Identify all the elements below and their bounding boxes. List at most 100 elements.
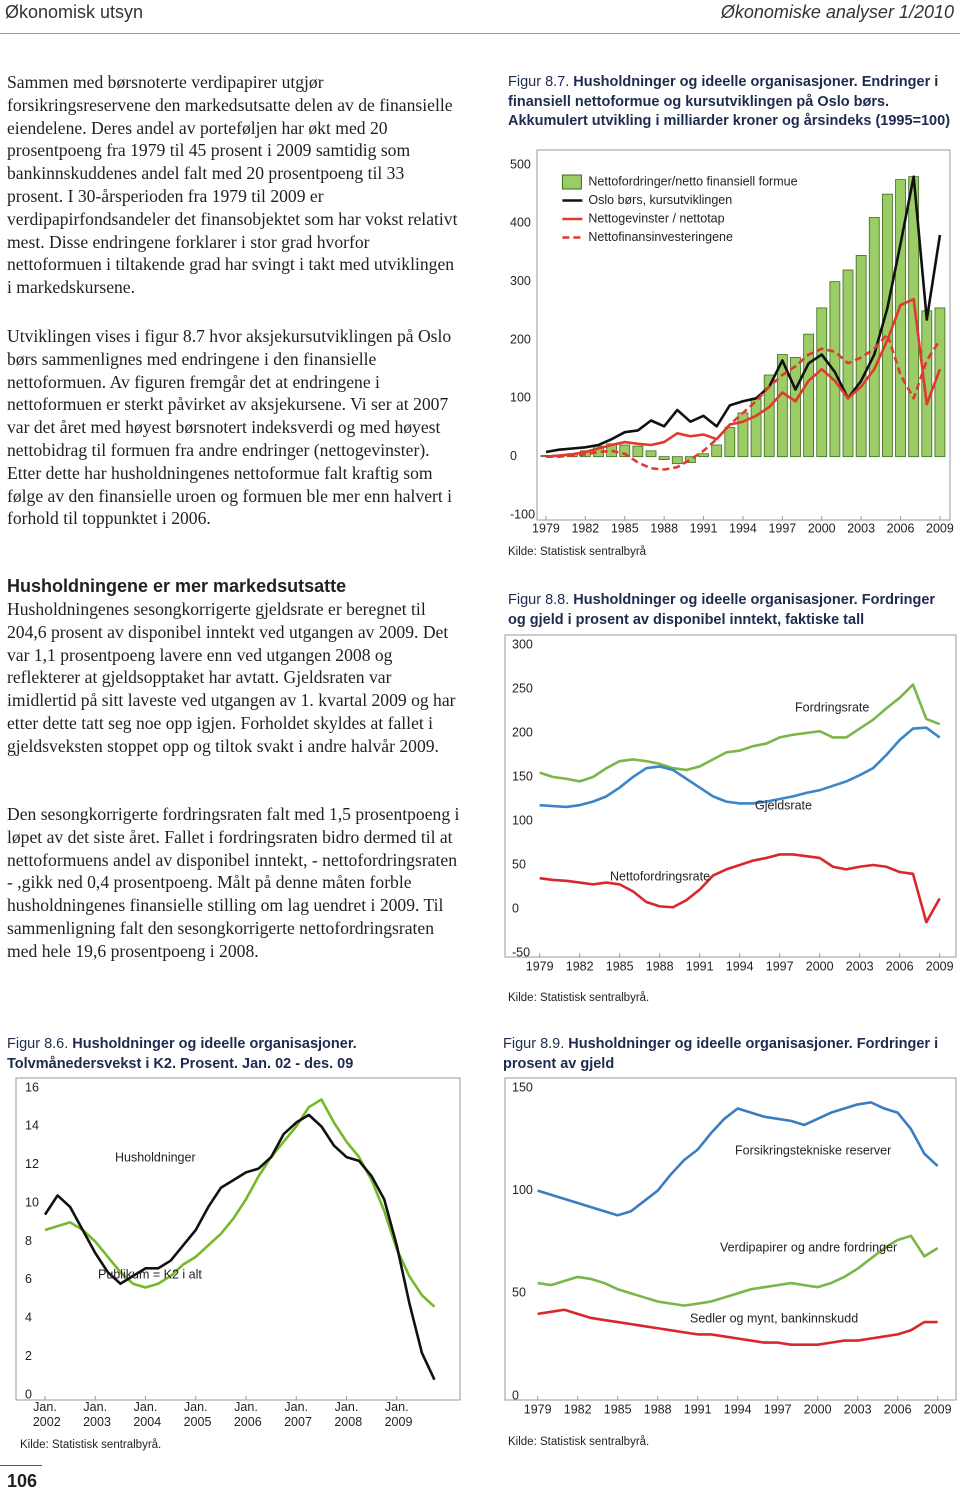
y-tick-label: 50 [512,857,526,871]
y-tick-label: 0 [512,901,519,915]
y-tick-label: 14 [25,1119,39,1133]
line [537,1234,939,1307]
legend-label: Nettofinansinvesteringene [588,230,733,244]
y-tick-label: 50 [512,1286,526,1300]
x-tick-label: 2006 [884,1402,912,1416]
x-tick-label: 2009 [926,521,954,535]
bar [803,333,815,458]
y-tick-label: 16 [25,1080,39,1094]
bar [698,453,709,458]
x-tick-label: Jan. 2005 [180,1400,211,1429]
y-tick-label: 6 [25,1272,32,1286]
plot-frame [504,1077,957,1401]
x-tick-label: 2006 [887,521,915,535]
caption: Figur 8.6. Husholdninger og ideelle orga… [7,1035,457,1074]
x-tick-label: 2009 [924,1402,952,1416]
series-label: Gjeldsrate [755,798,812,812]
x-tick-label: 2000 [806,959,834,973]
series-label: Sedler og mynt, bankinnskudd [690,1311,858,1325]
x-tick-label: 1997 [768,521,796,535]
y-tick-label: 4 [25,1311,32,1325]
x-tick-label: 1988 [650,521,678,535]
x-tick-label: 1994 [726,959,754,973]
paragraph: Den sesongkorrigerte fordringsraten falt… [7,804,460,961]
y-tick-label: 150 [512,1080,533,1094]
chart: -50 0 50 100 150 200 250 300 1979 1982 1985 1988 199… [504,634,957,1004]
header-rule [0,33,960,34]
paragraph: Husholdningenes sesongkorrigerte gjeldsr… [7,599,456,756]
series-label: Husholdninger [115,1150,196,1164]
y-tick-label: 300 [512,637,533,651]
y-tick-label: 100 [512,1183,533,1197]
y-tick-label: 8 [25,1234,32,1248]
chart: 0 2 4 6 8 10 12 14 16 Jan. 2002 Jan. 2003 Jan. 2004… [15,1077,461,1451]
line [539,853,941,924]
x-tick-label: 1997 [764,1402,792,1416]
x-tick-label: 1985 [606,959,634,973]
bar [776,354,788,458]
figure-number: Figur 8.9. [503,1036,565,1052]
x-tick-label: 1982 [571,521,599,535]
y-tick-label: 0 [510,449,517,463]
x-tick-label: 1991 [686,959,714,973]
bar [855,255,867,458]
legend-label: Oslo børs, kursutviklingen [588,193,732,207]
line [537,1101,939,1217]
series-label: Nettofordringsrate [610,869,710,883]
caption-subtitle: Fordringer i prosent av gjeld [503,1036,939,1072]
series-label: Fordringsrate [795,700,869,714]
x-tick-label: 1994 [729,521,757,535]
x-tick-label: 1988 [644,1402,672,1416]
line [539,726,941,809]
line [44,1098,436,1308]
line [43,1113,436,1381]
page-number: 106 [7,1471,38,1491]
x-tick-label: 2006 [886,959,914,973]
caption-title: Husholdninger og ideelle organisasjoner. [72,1036,357,1052]
y-tick-label: 200 [512,725,533,739]
y-tick-label: 250 [512,681,533,695]
caption-subtitle: Fordringer og gjeld i prosent av disponi… [508,592,936,628]
legend-label: Nettofordringer/netto finansiell formue [588,174,797,188]
legend-swatch [561,174,582,190]
bar [619,444,631,458]
x-tick-label: 1994 [724,1402,752,1416]
caption-subtitle: Tolvmånedersvekst i K2. Prosent. Jan. 02… [7,1055,354,1072]
bar [829,281,841,458]
plot-frame [15,1077,461,1401]
bar [882,193,893,458]
y-tick-label: 10 [25,1195,39,1209]
y-tick-label: 0 [25,1387,32,1401]
x-tick-label: 2000 [808,521,836,535]
x-tick-label: 1988 [646,959,674,973]
y-tick-label: -50 [512,945,530,959]
source: Kilde: Statistisk sentralbyrå. [20,1439,161,1451]
bar [632,445,644,458]
y-tick-label: 500 [510,157,531,171]
y-tick-label: 150 [512,769,533,783]
footer-rule [0,1465,42,1466]
x-tick-label: 1979 [526,959,554,973]
y-tick-label: 200 [510,332,531,346]
line [545,175,942,454]
x-tick-label: 2003 [844,1402,872,1416]
series-label: Publikum = K2 i alt [98,1267,202,1281]
bar [685,456,696,463]
paragraph: Sammen med børsnoterte verdipapirer utgj… [7,72,458,298]
caption: Figur 8.9. Husholdninger og ideelle orga… [503,1035,955,1074]
y-tick-label: -100 [510,507,535,521]
x-tick-label: 2003 [846,959,874,973]
y-tick-label: 400 [510,216,531,230]
x-tick-label: Jan. 2003 [80,1400,111,1429]
x-tick-label: Jan. 2009 [381,1400,412,1429]
series-label: Forsikringstekniske reserver [735,1143,891,1157]
caption-subtitle: Endringer i finansiell nettoformue og ku… [508,74,951,129]
x-tick-label: 2003 [847,521,875,535]
caption-title: Husholdninger og ideelle organisasjoner. [573,592,858,608]
caption-title: Husholdninger og ideelle organisasjoner. [573,74,858,90]
chart: -100 0 100 200 300 400 500 1979 1982 1985 1988 1991… [508,149,954,558]
x-tick-label: 1982 [566,959,594,973]
